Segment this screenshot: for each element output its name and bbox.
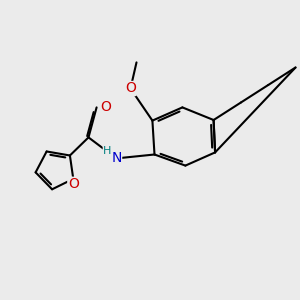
Text: H: H: [103, 146, 112, 156]
Text: O: O: [68, 177, 79, 191]
Text: N: N: [111, 152, 122, 165]
Text: O: O: [125, 82, 136, 95]
Text: O: O: [100, 100, 111, 114]
